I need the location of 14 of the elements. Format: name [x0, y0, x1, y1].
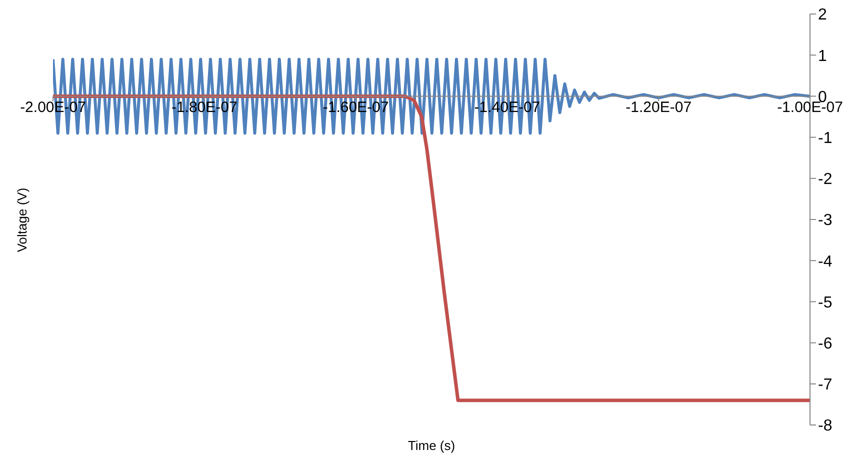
y-tick-label: 0	[818, 88, 827, 106]
y-axis-title: Voltage (V)	[14, 187, 30, 252]
y-tick-label: 1	[818, 48, 827, 65]
x-tick-label: -1.20E-07	[626, 99, 692, 116]
y-tick-label: -5	[818, 294, 832, 312]
y-tick-label: -2	[818, 171, 832, 188]
x-axis-title: Time (s)	[408, 438, 456, 453]
y-tick-label: -8	[818, 418, 832, 435]
y-tick-label: 2	[818, 6, 827, 24]
y-tick-label: -4	[818, 253, 832, 270]
y-tick-label: -7	[818, 376, 832, 394]
y-tick-label: -6	[818, 335, 832, 352]
y-tick-label: -3	[818, 212, 832, 230]
y-tick-label: -1	[818, 130, 832, 147]
